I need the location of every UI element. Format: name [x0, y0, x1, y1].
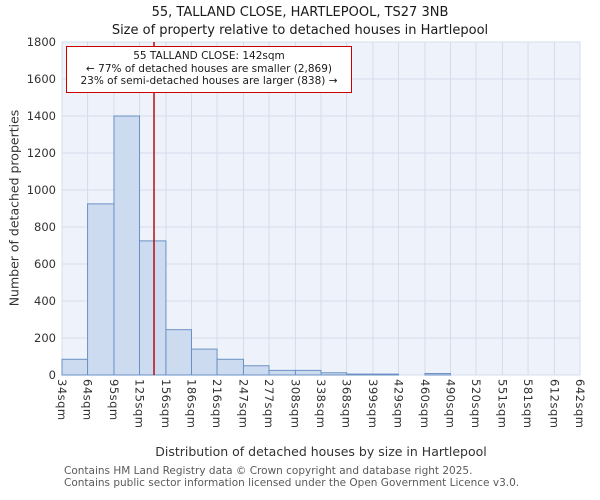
histogram-bar: [87, 203, 115, 376]
x-tick-label: 277sqm: [262, 379, 277, 429]
histogram-bar: [61, 358, 89, 376]
y-tick-label: 1200: [26, 146, 56, 160]
histogram-bar: [346, 373, 374, 376]
x-tick-label: 642sqm: [573, 379, 587, 429]
annotation-larger-stat: 23% of semi-detached houses are larger (…: [80, 75, 338, 87]
chart-subtitle: Size of property relative to detached ho…: [111, 23, 489, 38]
x-tick-label: 308sqm: [288, 379, 303, 429]
histogram-bar: [268, 369, 296, 376]
x-tick-label: 186sqm: [184, 379, 199, 429]
x-tick-label: 34sqm: [55, 379, 69, 421]
x-axis-label: Distribution of detached houses by size …: [155, 444, 487, 459]
histogram-bar: [320, 372, 348, 376]
y-tick-label: 600: [34, 257, 56, 271]
histogram-bar: [424, 373, 452, 376]
chart-title: 55, TALLAND CLOSE, HARTLEPOOL, TS27 3NB: [151, 5, 449, 20]
x-tick-label: 156sqm: [158, 379, 173, 429]
x-tick-label: 612sqm: [547, 379, 562, 429]
y-tick-label: 400: [34, 294, 56, 308]
y-tick-label: 1800: [26, 35, 56, 49]
x-tick-label: 520sqm: [469, 379, 484, 429]
x-tick-label: 460sqm: [417, 379, 432, 429]
y-tick-label: 1400: [26, 109, 56, 123]
footer-line-2: Contains public sector information licen…: [64, 476, 520, 489]
x-tick-label: 95sqm: [106, 379, 121, 421]
y-tick-label: 1600: [26, 72, 56, 86]
x-tick-label: 399sqm: [365, 379, 380, 429]
annotation-box: 55 TALLAND CLOSE: 142sqm ← 77% of detach…: [66, 46, 352, 93]
histogram-bar: [113, 115, 141, 376]
histogram-bar: [294, 369, 322, 376]
histogram-bar: [242, 365, 270, 376]
footer: Contains HM Land Registry data © Crown c…: [64, 465, 520, 489]
histogram-bar: [191, 348, 218, 376]
x-tick-label: 247sqm: [236, 379, 251, 429]
histogram-bar: [216, 358, 244, 376]
x-tick-label: 216sqm: [210, 379, 225, 429]
x-tick-label: 490sqm: [443, 379, 458, 429]
x-tick-label: 338sqm: [314, 379, 328, 429]
histogram-bar: [139, 240, 167, 376]
y-tick-label: 0: [48, 368, 56, 382]
y-tick-label: 1000: [26, 183, 56, 197]
histogram-bar: [165, 329, 193, 376]
y-tick-label: 800: [34, 220, 56, 234]
annotation-property-size: 55 TALLAND CLOSE: 142sqm: [133, 50, 285, 62]
x-tick-label: 551sqm: [495, 379, 510, 429]
footer-line-1: Contains HM Land Registry data © Crown c…: [64, 465, 473, 477]
y-axis-label: Number of detached properties: [6, 109, 22, 307]
x-tick-label: 581sqm: [521, 379, 536, 429]
annotation-smaller-stat: ← 77% of detached houses are smaller (2,…: [86, 62, 332, 75]
x-tick-label: 429sqm: [391, 379, 406, 429]
y-tick-label: 200: [34, 331, 56, 345]
histogram-bar: [372, 373, 400, 376]
x-tick-label: 368sqm: [339, 379, 354, 429]
x-tick-label: 64sqm: [80, 379, 95, 421]
x-tick-label: 125sqm: [132, 379, 147, 429]
